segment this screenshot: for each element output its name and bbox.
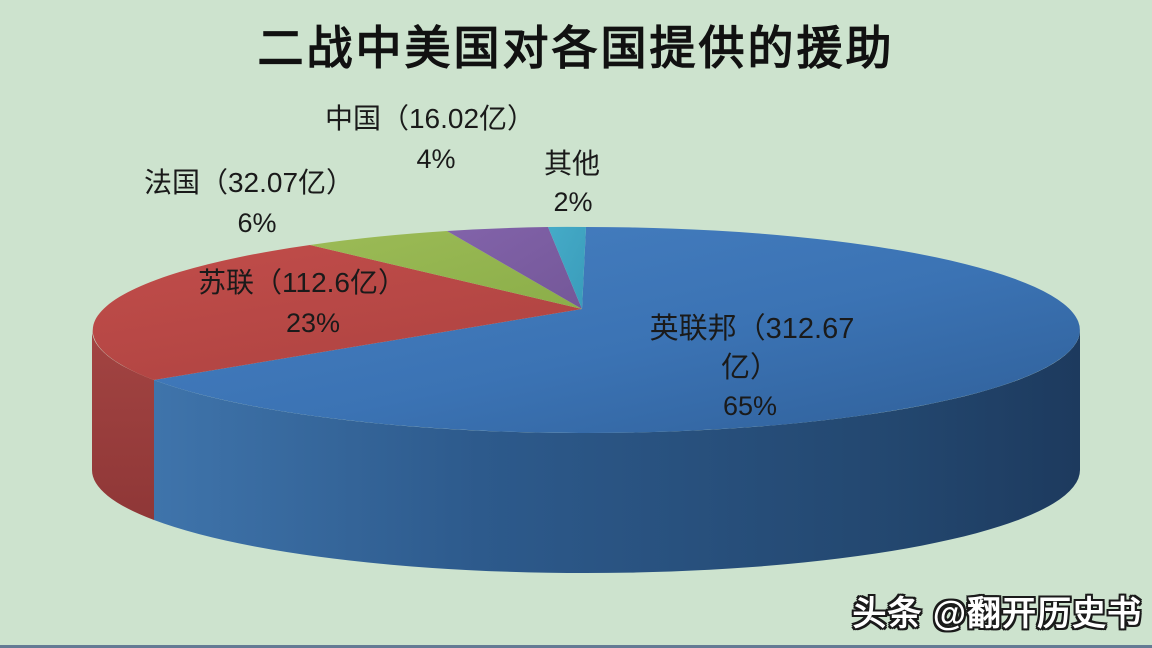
chart-title: 二战中美国对各国提供的援助 — [257, 23, 895, 74]
watermark: 头条 @翻开历史书 — [852, 595, 1142, 633]
pie-slice-france — [310, 231, 582, 309]
pie-slice-commonwealth — [154, 227, 1080, 433]
label-france-percent: 6% — [237, 208, 277, 238]
label-other: 其他 — [543, 148, 601, 179]
label-other-percent: 2% — [553, 187, 593, 217]
label-commonwealth-percent: 65% — [722, 391, 778, 421]
label-france: 法国（32.07亿） — [143, 167, 355, 198]
label-china: 中国（16.02亿） — [324, 103, 536, 134]
pie-slice-soviet — [92, 245, 582, 380]
pie-wall-commonwealth — [154, 330, 1080, 574]
pie-slice-other — [548, 226, 586, 309]
label-commonwealth-line2: 亿） — [720, 352, 780, 384]
bottom-edge-line — [0, 645, 1152, 648]
label-commonwealth-line1: 英联邦（312.67 — [649, 313, 855, 345]
label-china-percent: 4% — [416, 144, 456, 174]
label-soviet: 苏联（112.6亿） — [198, 267, 406, 298]
label-soviet-percent: 23% — [285, 308, 341, 338]
pie-wall-soviet — [91, 330, 154, 520]
pie-slice-china — [447, 227, 582, 309]
